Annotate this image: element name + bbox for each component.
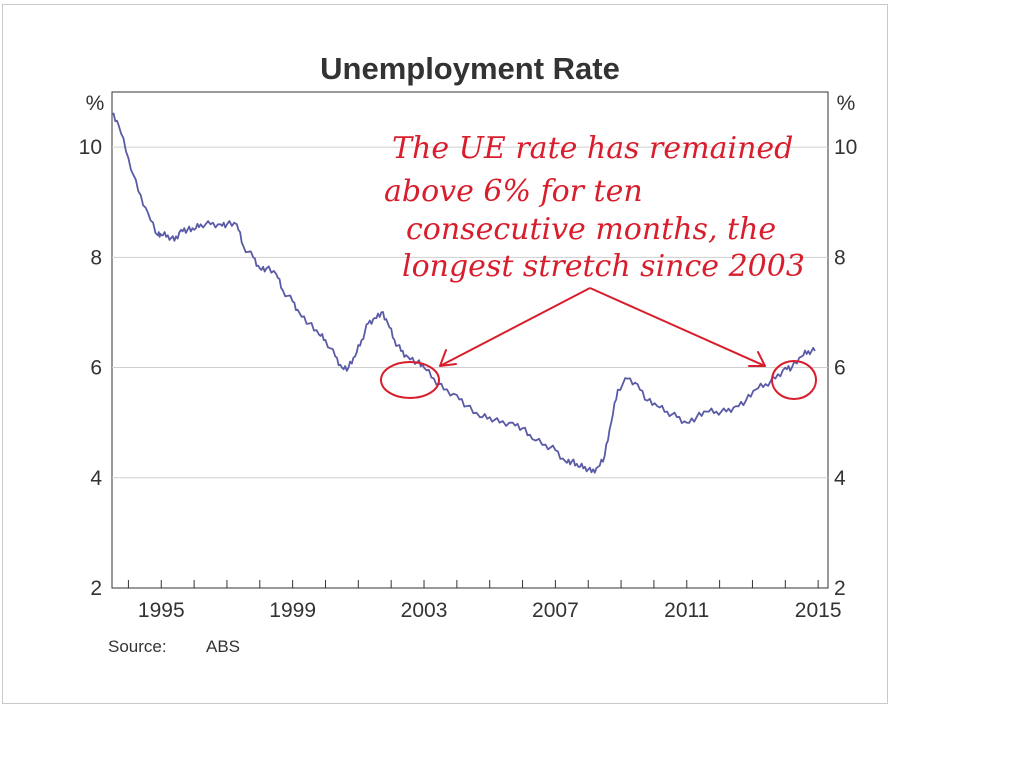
series-line bbox=[111, 112, 816, 474]
x-tick-label: 2011 bbox=[664, 599, 709, 622]
y-tick-label-right: 4 bbox=[834, 467, 846, 490]
arrow-right-head bbox=[748, 351, 766, 367]
annotation-line-2: above 6% for ten bbox=[384, 174, 643, 209]
y-tick-label-left: 6 bbox=[90, 357, 102, 380]
x-tick-label: 2007 bbox=[532, 599, 579, 622]
circle-2003 bbox=[380, 361, 440, 399]
arrow-right-shaft bbox=[589, 287, 766, 367]
circle-2014 bbox=[771, 360, 817, 400]
arrow-left-head bbox=[439, 349, 457, 367]
arrow-left-shaft bbox=[439, 287, 591, 367]
y-ticks: 2 2 4 4 6 6 8 8 10 10 bbox=[79, 136, 858, 600]
x-ticks: 1995 1999 2003 2007 2011 2015 bbox=[127, 580, 842, 622]
y-tick-label-right: 10 bbox=[834, 136, 857, 159]
y-tick-label-left: 8 bbox=[90, 246, 102, 269]
chart-title: Unemployment Rate bbox=[320, 51, 620, 86]
plot-area bbox=[111, 91, 829, 589]
y-unit-left: % bbox=[86, 92, 105, 115]
x-tick-label: 1999 bbox=[269, 599, 316, 622]
y-tick-label-left: 4 bbox=[90, 467, 102, 490]
annotation-line-1: The UE rate has remained bbox=[392, 131, 793, 166]
y-tick-label-left: 10 bbox=[79, 136, 102, 159]
source-label: Source: bbox=[108, 637, 167, 656]
x-tick-label: 2003 bbox=[401, 599, 448, 622]
x-tick-label: 2015 bbox=[795, 599, 842, 622]
x-tick-label: 1995 bbox=[138, 599, 185, 622]
y-tick-label-right: 6 bbox=[834, 357, 846, 380]
y-unit-right: % bbox=[837, 92, 856, 115]
source-value: ABS bbox=[206, 637, 240, 656]
annotation-line-3: consecutive months, the bbox=[406, 212, 776, 247]
y-tick-label-right: 8 bbox=[834, 246, 846, 269]
gridlines bbox=[112, 146, 828, 479]
annotation-line-4: longest stretch since 2003 bbox=[402, 249, 805, 284]
y-tick-label-left: 2 bbox=[90, 577, 102, 600]
handwritten-annotation: The UE rate has remained above 6% for te… bbox=[380, 131, 817, 400]
y-tick-label-right: 2 bbox=[834, 577, 846, 600]
